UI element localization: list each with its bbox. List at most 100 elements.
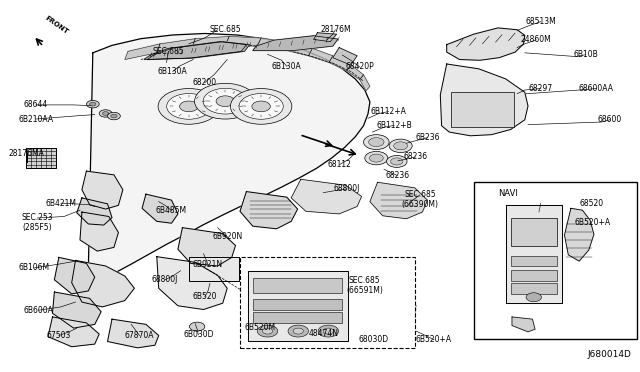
Text: 6B520M: 6B520M [244,323,275,332]
Text: 6B112+A: 6B112+A [371,107,406,116]
Bar [253,312,342,323]
Text: 68030D: 68030D [358,335,389,344]
Text: 68600: 68600 [598,115,622,124]
Text: 68236: 68236 [385,171,410,180]
Circle shape [180,101,198,112]
Bar [511,256,557,266]
Circle shape [293,328,303,334]
Circle shape [195,83,256,119]
Text: 6B10B: 6B10B [573,50,598,59]
Polygon shape [248,271,348,341]
Text: 6B210AA: 6B210AA [19,115,53,124]
Circle shape [239,93,284,119]
Text: J680014D: J680014D [588,350,631,359]
Polygon shape [157,257,227,310]
Text: (66591M): (66591M) [346,286,383,295]
Text: SEC.685: SEC.685 [209,25,241,34]
Polygon shape [564,208,594,261]
Text: 6B236: 6B236 [415,133,440,142]
Text: 6B600A: 6B600A [24,306,53,315]
Text: SEC.685: SEC.685 [152,47,184,56]
Circle shape [158,89,220,124]
Text: 68297: 68297 [529,84,553,93]
Text: 68520: 68520 [579,199,604,208]
Circle shape [90,102,96,106]
Circle shape [288,325,308,337]
Circle shape [369,138,384,147]
Polygon shape [447,28,525,60]
Circle shape [317,326,325,330]
Circle shape [262,328,273,334]
Circle shape [102,112,109,115]
Polygon shape [82,171,123,209]
Polygon shape [142,194,178,223]
Text: 24860M: 24860M [521,35,552,44]
Text: (285F5): (285F5) [22,223,52,232]
Circle shape [526,293,541,302]
Text: FRONT: FRONT [44,15,69,36]
Polygon shape [178,228,236,266]
Circle shape [390,158,403,165]
Bar [511,283,557,294]
Polygon shape [144,42,246,60]
Polygon shape [314,33,337,42]
Circle shape [203,88,248,114]
Polygon shape [360,75,370,91]
Polygon shape [333,48,357,65]
Text: 68236: 68236 [403,153,428,161]
Text: 68644: 68644 [24,100,48,109]
Text: 6B106M: 6B106M [19,263,50,272]
Circle shape [189,322,205,331]
Text: 68800J: 68800J [152,275,179,284]
Text: 6B485M: 6B485M [156,206,187,215]
Polygon shape [77,33,370,292]
Text: 6B112+B: 6B112+B [376,121,412,130]
Circle shape [364,135,389,150]
Bar [451,92,514,127]
Bar [189,257,239,281]
Text: 68420P: 68420P [346,62,374,71]
Circle shape [365,151,388,165]
Circle shape [318,325,339,337]
Polygon shape [285,42,312,56]
Polygon shape [253,36,338,51]
Circle shape [369,154,383,162]
Polygon shape [225,36,261,46]
Circle shape [314,324,329,333]
Bar [26,148,56,168]
Polygon shape [512,317,535,332]
Bar [511,218,557,246]
Polygon shape [506,205,562,303]
Text: 68600AA: 68600AA [579,84,614,93]
Circle shape [86,100,99,108]
Text: NAVI: NAVI [498,189,518,198]
Bar [253,299,342,310]
Circle shape [389,139,412,153]
Polygon shape [157,39,195,53]
Polygon shape [308,48,333,62]
Circle shape [394,142,408,150]
Circle shape [252,101,270,112]
Bar [240,257,415,348]
Text: 68513M: 68513M [525,17,556,26]
Polygon shape [52,292,101,328]
Text: SEC.685: SEC.685 [349,276,381,285]
Text: (66390M): (66390M) [401,201,438,209]
Text: 6B921N: 6B921N [193,260,223,269]
Polygon shape [240,192,298,229]
Text: SEC.253: SEC.253 [21,214,53,222]
Text: 68112: 68112 [328,160,352,169]
Text: 48474N: 48474N [309,329,339,338]
Polygon shape [329,56,351,71]
Circle shape [111,114,117,118]
Polygon shape [77,198,112,225]
Polygon shape [440,64,528,136]
Text: 6B130A: 6B130A [272,62,301,71]
Polygon shape [291,179,362,214]
Polygon shape [48,317,99,347]
Text: 68200: 68200 [193,78,217,87]
Circle shape [108,112,120,120]
Polygon shape [108,319,159,348]
Text: 6B520+A: 6B520+A [416,335,452,344]
Circle shape [166,93,211,119]
